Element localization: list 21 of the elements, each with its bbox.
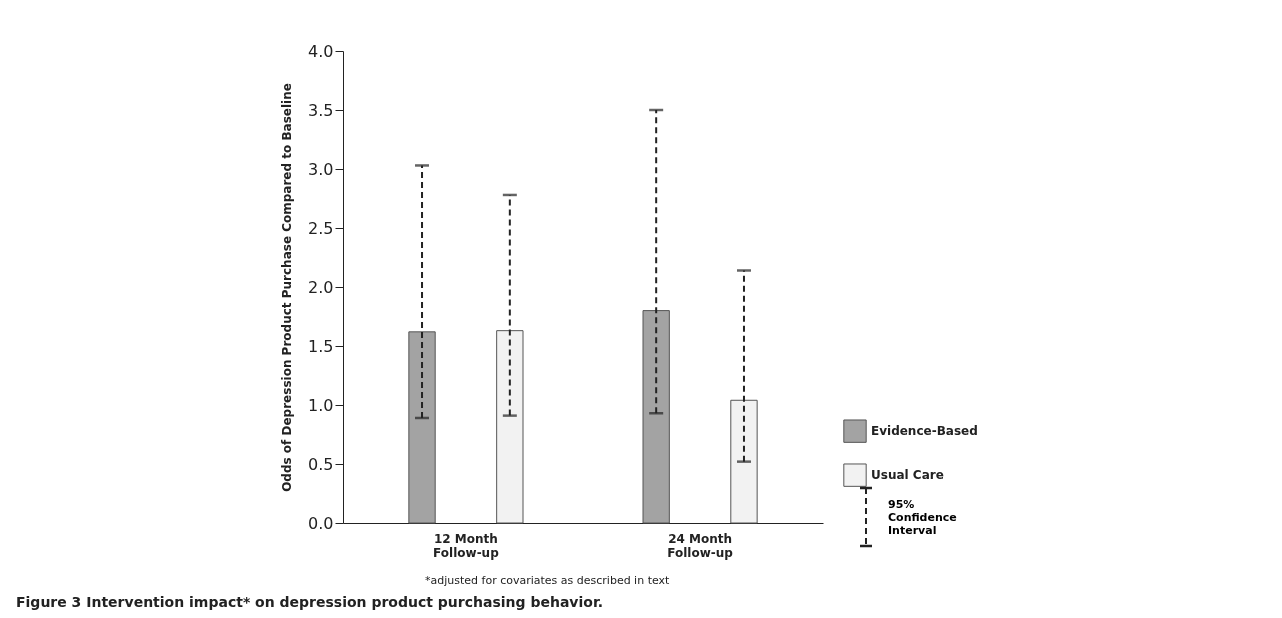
y-tick-label: 1.5 (308, 336, 334, 356)
y-axis-title: Odds of Depression Product Purchase Compared to Baseline (280, 83, 295, 492)
bar (408, 331, 436, 524)
y-tick-label: 2.5 (308, 218, 334, 238)
y-tick-label: 3.0 (308, 159, 334, 179)
text: Figure 3 Intervention impact* on depression product purchasing behavior. (16, 594, 604, 610)
legend-label: Usual Care (871, 468, 944, 483)
bar (730, 399, 758, 524)
y-tick-label: 3.5 (308, 100, 334, 120)
text: *adjusted for covariates as described in text (425, 574, 670, 587)
y-tick-label: 4.0 (308, 41, 334, 61)
x-tick-label: 24 Month Follow-up (667, 531, 734, 560)
y-tick-label: 2.0 (308, 277, 334, 297)
y-tick-label: 0.5 (308, 454, 334, 474)
y-tick-label: 0.0 (308, 513, 334, 533)
legend-label: Evidence-Based (871, 424, 978, 439)
x-tick-label: 12 Month Follow-up (433, 531, 500, 560)
bar (642, 310, 670, 524)
y-tick-label: 1.0 (308, 395, 334, 415)
bar (496, 330, 524, 524)
text: 95% Confidence Interval (888, 497, 958, 537)
